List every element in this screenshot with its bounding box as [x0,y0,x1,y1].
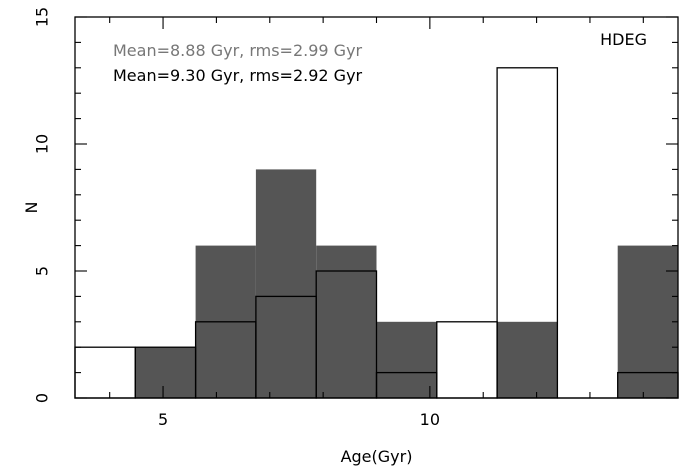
filled-bar [376,321,437,398]
x-tick-label: 10 [420,410,440,429]
outline-bar [436,321,498,399]
filled-bar [135,347,196,398]
filled-histogram [135,169,678,398]
y-axis-title: N [22,202,41,214]
y-tick-label: 0 [33,393,52,403]
filled-bar [617,245,678,398]
filled-bar [497,321,558,398]
filled-bar [255,169,317,398]
x-axis-title: Age(Gyr) [341,447,413,466]
chart-label: HDEG [600,30,647,49]
annotation-stats-2: Mean=9.30 Gyr, rms=2.92 Gyr [113,66,363,85]
axis-ticks: 5 10 0 5 10 15 [33,7,678,429]
outline-bar [74,346,136,399]
x-tick-label: 5 [158,410,168,429]
filled-bar [316,245,377,398]
y-tick-label: 15 [33,7,52,27]
annotation-stats-1: Mean=8.88 Gyr, rms=2.99 Gyr [113,41,363,60]
y-tick-label: 10 [33,134,52,154]
y-tick-label: 5 [33,266,52,276]
